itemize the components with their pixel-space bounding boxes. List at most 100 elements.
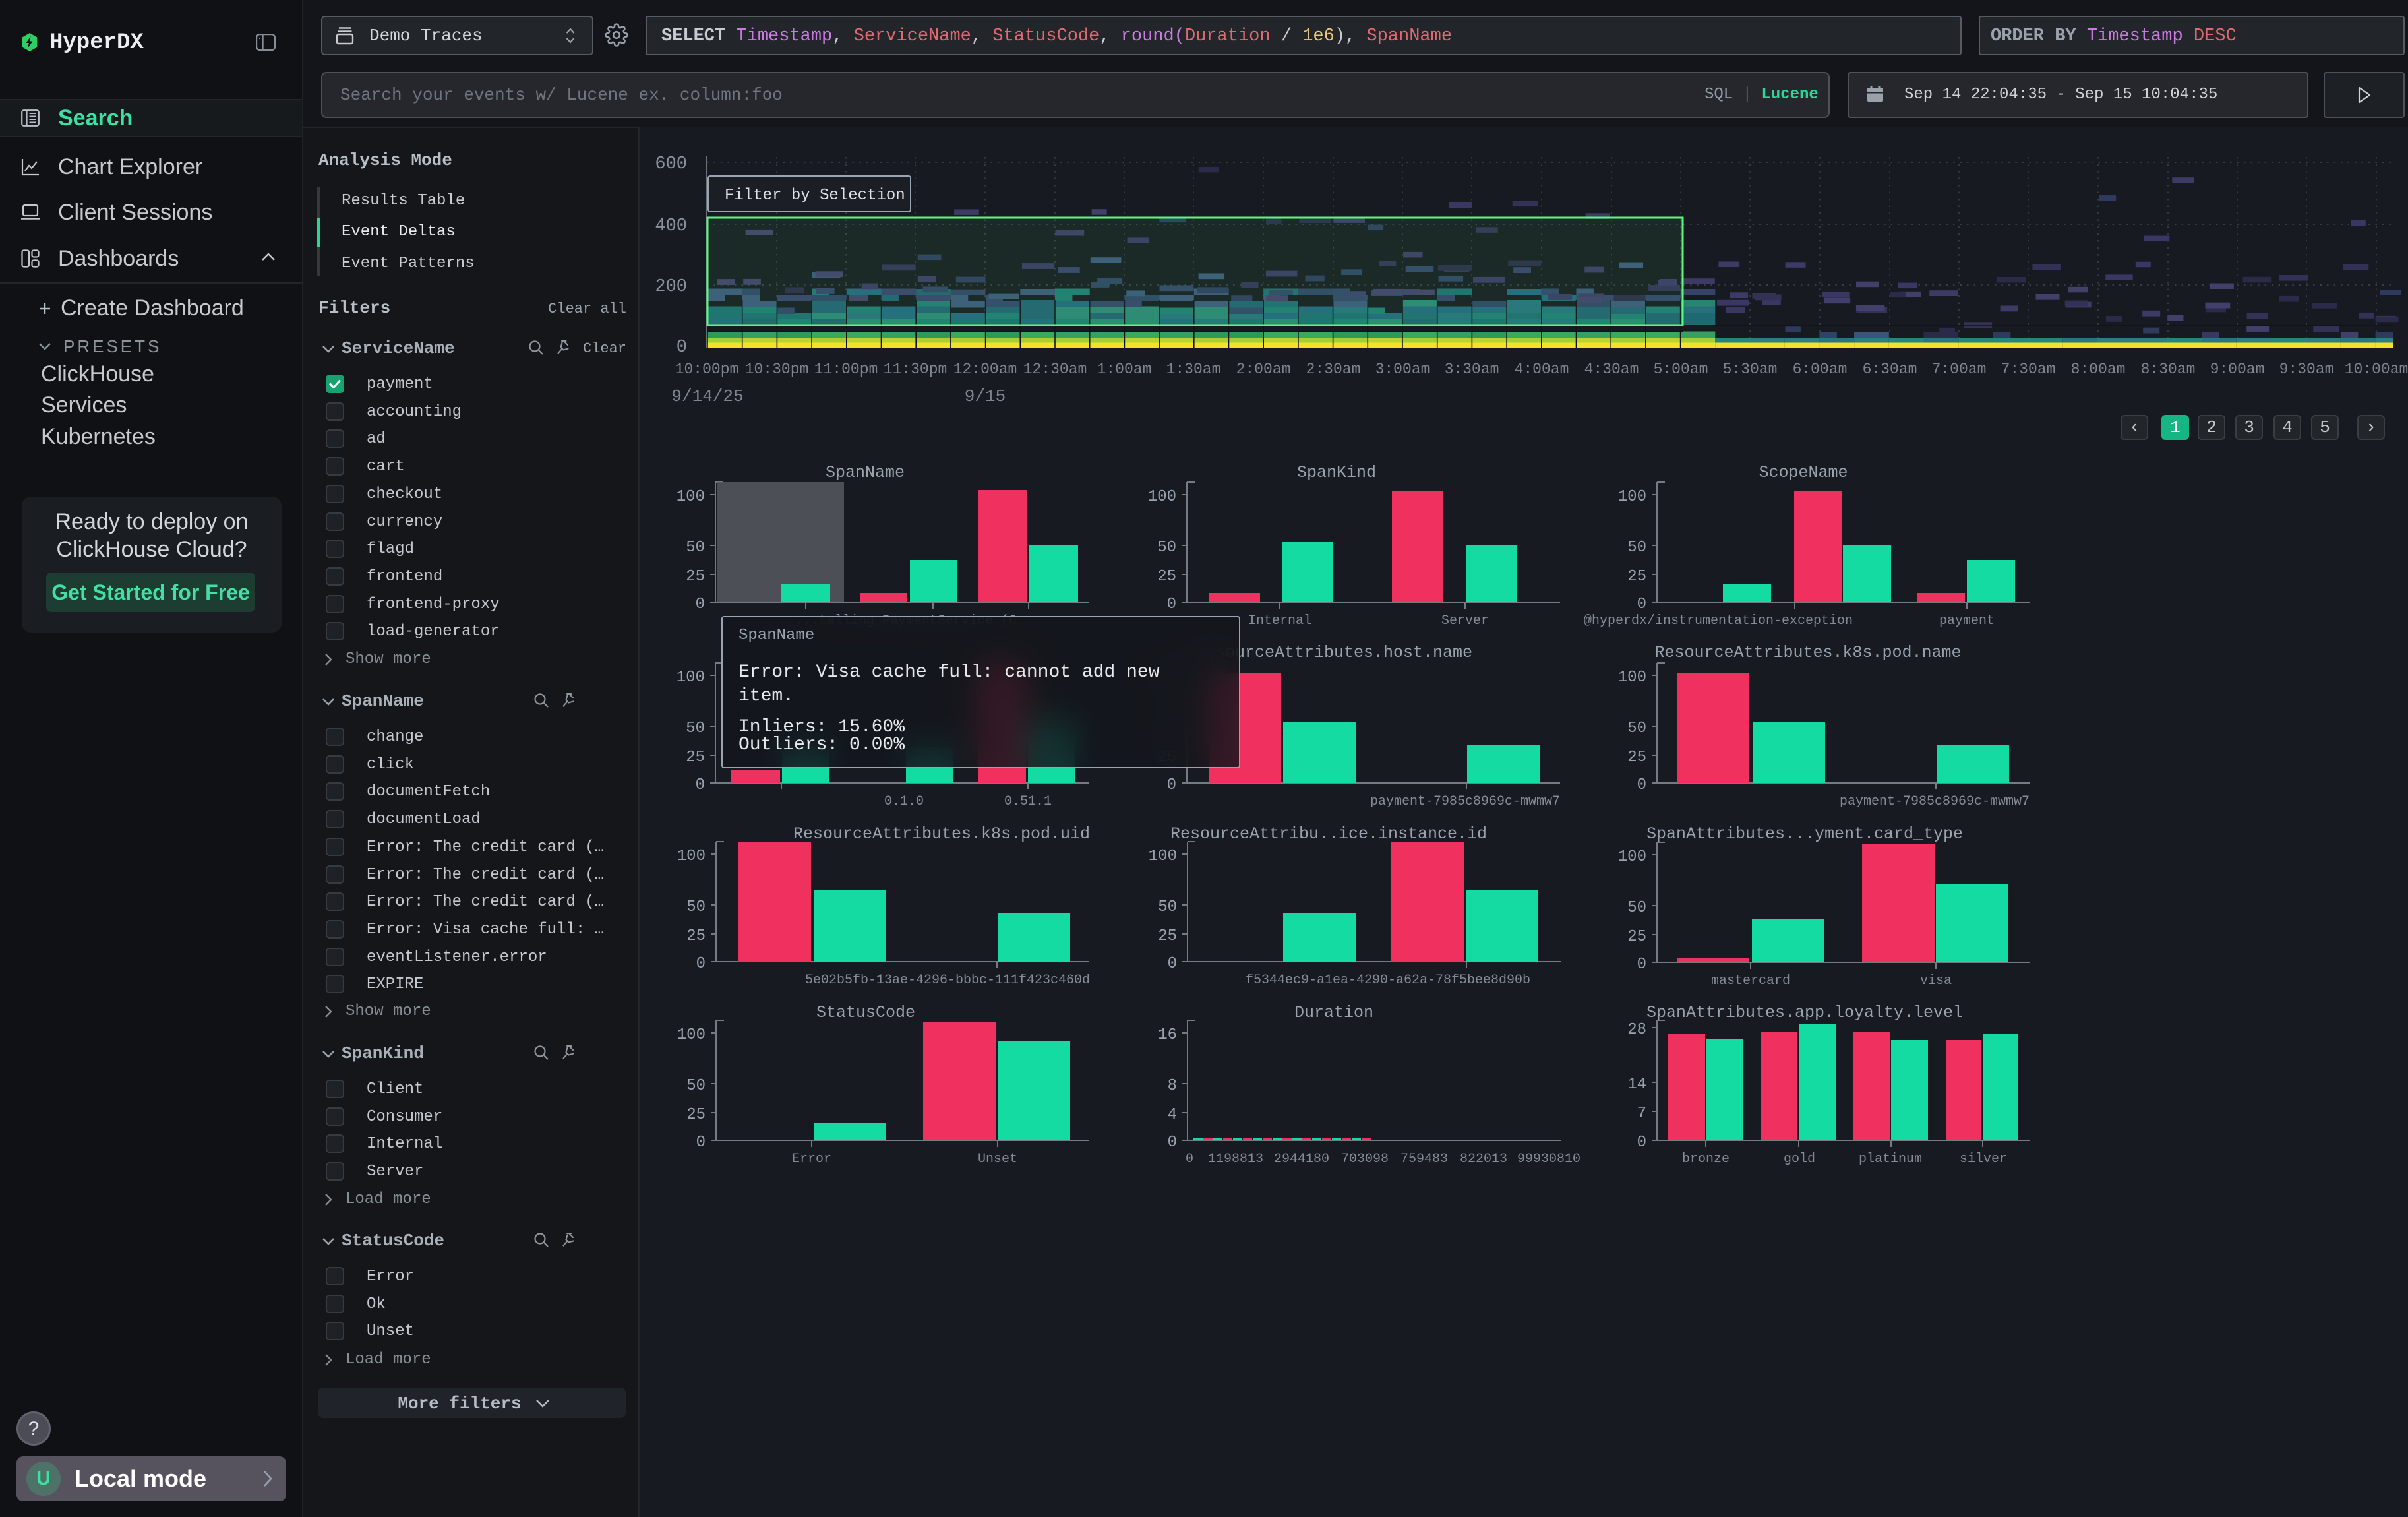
svg-text:Server: Server: [1441, 613, 1489, 629]
svg-text:50: 50: [686, 720, 705, 737]
svg-text:50: 50: [686, 1077, 706, 1095]
svg-text:25: 25: [1158, 927, 1177, 945]
svg-text:25: 25: [686, 749, 705, 766]
svg-text:25: 25: [1627, 749, 1646, 766]
svg-text:100: 100: [1618, 488, 1646, 506]
svg-text:ResourceAttributes.host.name: ResourceAttributes.host.name: [1195, 643, 1472, 662]
svg-text:25: 25: [686, 927, 706, 945]
svg-text:14: 14: [1627, 1076, 1646, 1094]
svg-text:11:00pm: 11:00pm: [814, 361, 878, 378]
svg-text:99930810: 99930810: [1517, 1152, 1580, 1167]
svg-text:100: 100: [1618, 848, 1646, 866]
svg-text:50: 50: [1158, 898, 1177, 916]
svg-text:9:00am: 9:00am: [2210, 361, 2265, 378]
svg-text:5:30am: 5:30am: [1723, 361, 1778, 378]
svg-text:100: 100: [1149, 848, 1177, 865]
svg-text:600: 600: [655, 154, 687, 174]
svg-text:50: 50: [1627, 899, 1646, 917]
svg-text:25: 25: [1627, 568, 1646, 586]
svg-text:4:30am: 4:30am: [1584, 361, 1639, 378]
svg-text:StatusCode: StatusCode: [816, 1003, 915, 1022]
svg-text:0: 0: [1167, 776, 1176, 794]
svg-text:7: 7: [1637, 1105, 1646, 1123]
svg-text:0: 0: [1637, 776, 1646, 794]
svg-text:100: 100: [1618, 669, 1646, 687]
svg-text:0: 0: [1168, 1134, 1177, 1152]
svg-text:16: 16: [1158, 1026, 1177, 1044]
svg-text:0: 0: [1637, 1134, 1646, 1152]
svg-text:f5344ec9-a1ea-4290-a62a-78f5be: f5344ec9-a1ea-4290-a62a-78f5bee8d90b: [1246, 973, 1530, 988]
svg-text:200: 200: [655, 277, 687, 297]
svg-text:9:30am: 9:30am: [2279, 361, 2334, 378]
svg-text:7:30am: 7:30am: [2001, 361, 2056, 378]
svg-text:50: 50: [1627, 720, 1646, 737]
svg-text:payment-7985c8969c-mwmw7: payment-7985c8969c-mwmw7: [1840, 794, 2030, 809]
svg-text:mastercard: mastercard: [1711, 974, 1790, 989]
svg-text:SpanAttributes.app.loyalty.lev: SpanAttributes.app.loyalty.level: [1646, 1003, 1963, 1022]
svg-text:1198813: 1198813: [1208, 1152, 1263, 1167]
svg-text:Internal: Internal: [1248, 613, 1311, 629]
svg-text:payment: payment: [1939, 613, 1995, 629]
svg-text:10:30pm: 10:30pm: [745, 361, 809, 378]
svg-text:50: 50: [1627, 539, 1646, 557]
svg-text:50: 50: [1157, 539, 1176, 557]
svg-text:10:00am: 10:00am: [2345, 361, 2408, 378]
svg-text:silver: silver: [1960, 1152, 2007, 1167]
svg-text:0.1.0: 0.1.0: [884, 794, 924, 809]
svg-text:4:00am: 4:00am: [1515, 361, 1569, 378]
svg-text:703098: 703098: [1341, 1152, 1389, 1167]
svg-text:ResourceAttributes.k8s.pod.nam: ResourceAttributes.k8s.pod.name: [1654, 643, 1961, 662]
svg-text:2:30am: 2:30am: [1306, 361, 1361, 378]
svg-text:visa: visa: [1920, 974, 1952, 989]
svg-text:SpanName: SpanName: [826, 463, 905, 482]
svg-text:0: 0: [696, 776, 705, 794]
svg-text:100: 100: [677, 488, 705, 506]
svg-text:Error: Error: [792, 1152, 831, 1167]
svg-text:8:30am: 8:30am: [2141, 361, 2196, 378]
svg-text:1:00am: 1:00am: [1097, 361, 1152, 378]
svg-text:ResourceAttribu..ice.instance.: ResourceAttribu..ice.instance.id: [1170, 824, 1487, 844]
svg-text:0: 0: [1167, 596, 1176, 613]
svg-text:5e02b5fb-13ae-4296-bbbc-111f42: 5e02b5fb-13ae-4296-bbbc-111f423c460d: [805, 973, 1090, 988]
svg-text:10:00pm: 10:00pm: [675, 361, 739, 378]
svg-text:0: 0: [696, 1134, 706, 1152]
svg-text:4: 4: [1168, 1106, 1177, 1124]
svg-text:12:00am: 12:00am: [953, 361, 1017, 378]
svg-text:6:00am: 6:00am: [1793, 361, 1848, 378]
svg-text:Unset: Unset: [978, 1152, 1017, 1167]
svg-text:ScopeName: ScopeName: [1759, 463, 1848, 482]
svg-text:25: 25: [686, 568, 705, 586]
svg-text:Filter by Selection: Filter by Selection: [725, 187, 905, 204]
svg-text:0.51.1: 0.51.1: [1004, 794, 1052, 809]
svg-text:25: 25: [1157, 568, 1176, 586]
svg-text:759483: 759483: [1400, 1152, 1448, 1167]
svg-text:5:00am: 5:00am: [1654, 361, 1708, 378]
svg-text:8:00am: 8:00am: [2071, 361, 2126, 378]
svg-text:25: 25: [686, 1106, 706, 1124]
svg-text:8: 8: [1168, 1077, 1177, 1095]
svg-text:0: 0: [1637, 956, 1646, 974]
svg-text:Duration: Duration: [1294, 1003, 1373, 1022]
svg-text:SpanKind: SpanKind: [1297, 463, 1376, 482]
svg-text:3:00am: 3:00am: [1375, 361, 1430, 378]
svg-text:6:30am: 6:30am: [1863, 361, 1917, 378]
svg-text:SpanAttributes...yment.card_ty: SpanAttributes...yment.card_type: [1646, 824, 1963, 844]
svg-text:0: 0: [677, 338, 687, 357]
svg-text:bronze: bronze: [1682, 1152, 1730, 1167]
svg-text:2944180: 2944180: [1274, 1152, 1329, 1167]
svg-text:9/15: 9/15: [965, 387, 1006, 406]
svg-text:@hyperdx/instrumentation-excep: @hyperdx/instrumentation-exception: [1584, 613, 1853, 629]
svg-text:ResourceAttributes.k8s.pod.uid: ResourceAttributes.k8s.pod.uid: [793, 824, 1090, 844]
svg-text:11:30pm: 11:30pm: [884, 361, 948, 378]
svg-text:9/14/25: 9/14/25: [671, 387, 743, 406]
svg-text:0: 0: [1186, 1152, 1193, 1167]
svg-text:platinum: platinum: [1859, 1152, 1922, 1167]
svg-text:0: 0: [1168, 955, 1177, 973]
svg-text:3:30am: 3:30am: [1445, 361, 1499, 378]
svg-text:25: 25: [1627, 928, 1646, 946]
svg-text:50: 50: [686, 898, 706, 916]
svg-text:100: 100: [677, 669, 705, 687]
svg-text:822013: 822013: [1460, 1152, 1507, 1167]
svg-text:1:30am: 1:30am: [1166, 361, 1221, 378]
svg-text:2:00am: 2:00am: [1236, 361, 1291, 378]
